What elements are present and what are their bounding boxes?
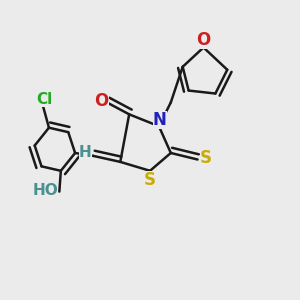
- Text: H: H: [79, 146, 92, 160]
- Text: O: O: [94, 92, 109, 110]
- Text: S: S: [200, 149, 212, 167]
- Text: O: O: [196, 31, 211, 49]
- Text: N: N: [153, 111, 167, 129]
- Text: HO: HO: [32, 183, 58, 198]
- Text: S: S: [144, 171, 156, 189]
- Text: Cl: Cl: [36, 92, 52, 107]
